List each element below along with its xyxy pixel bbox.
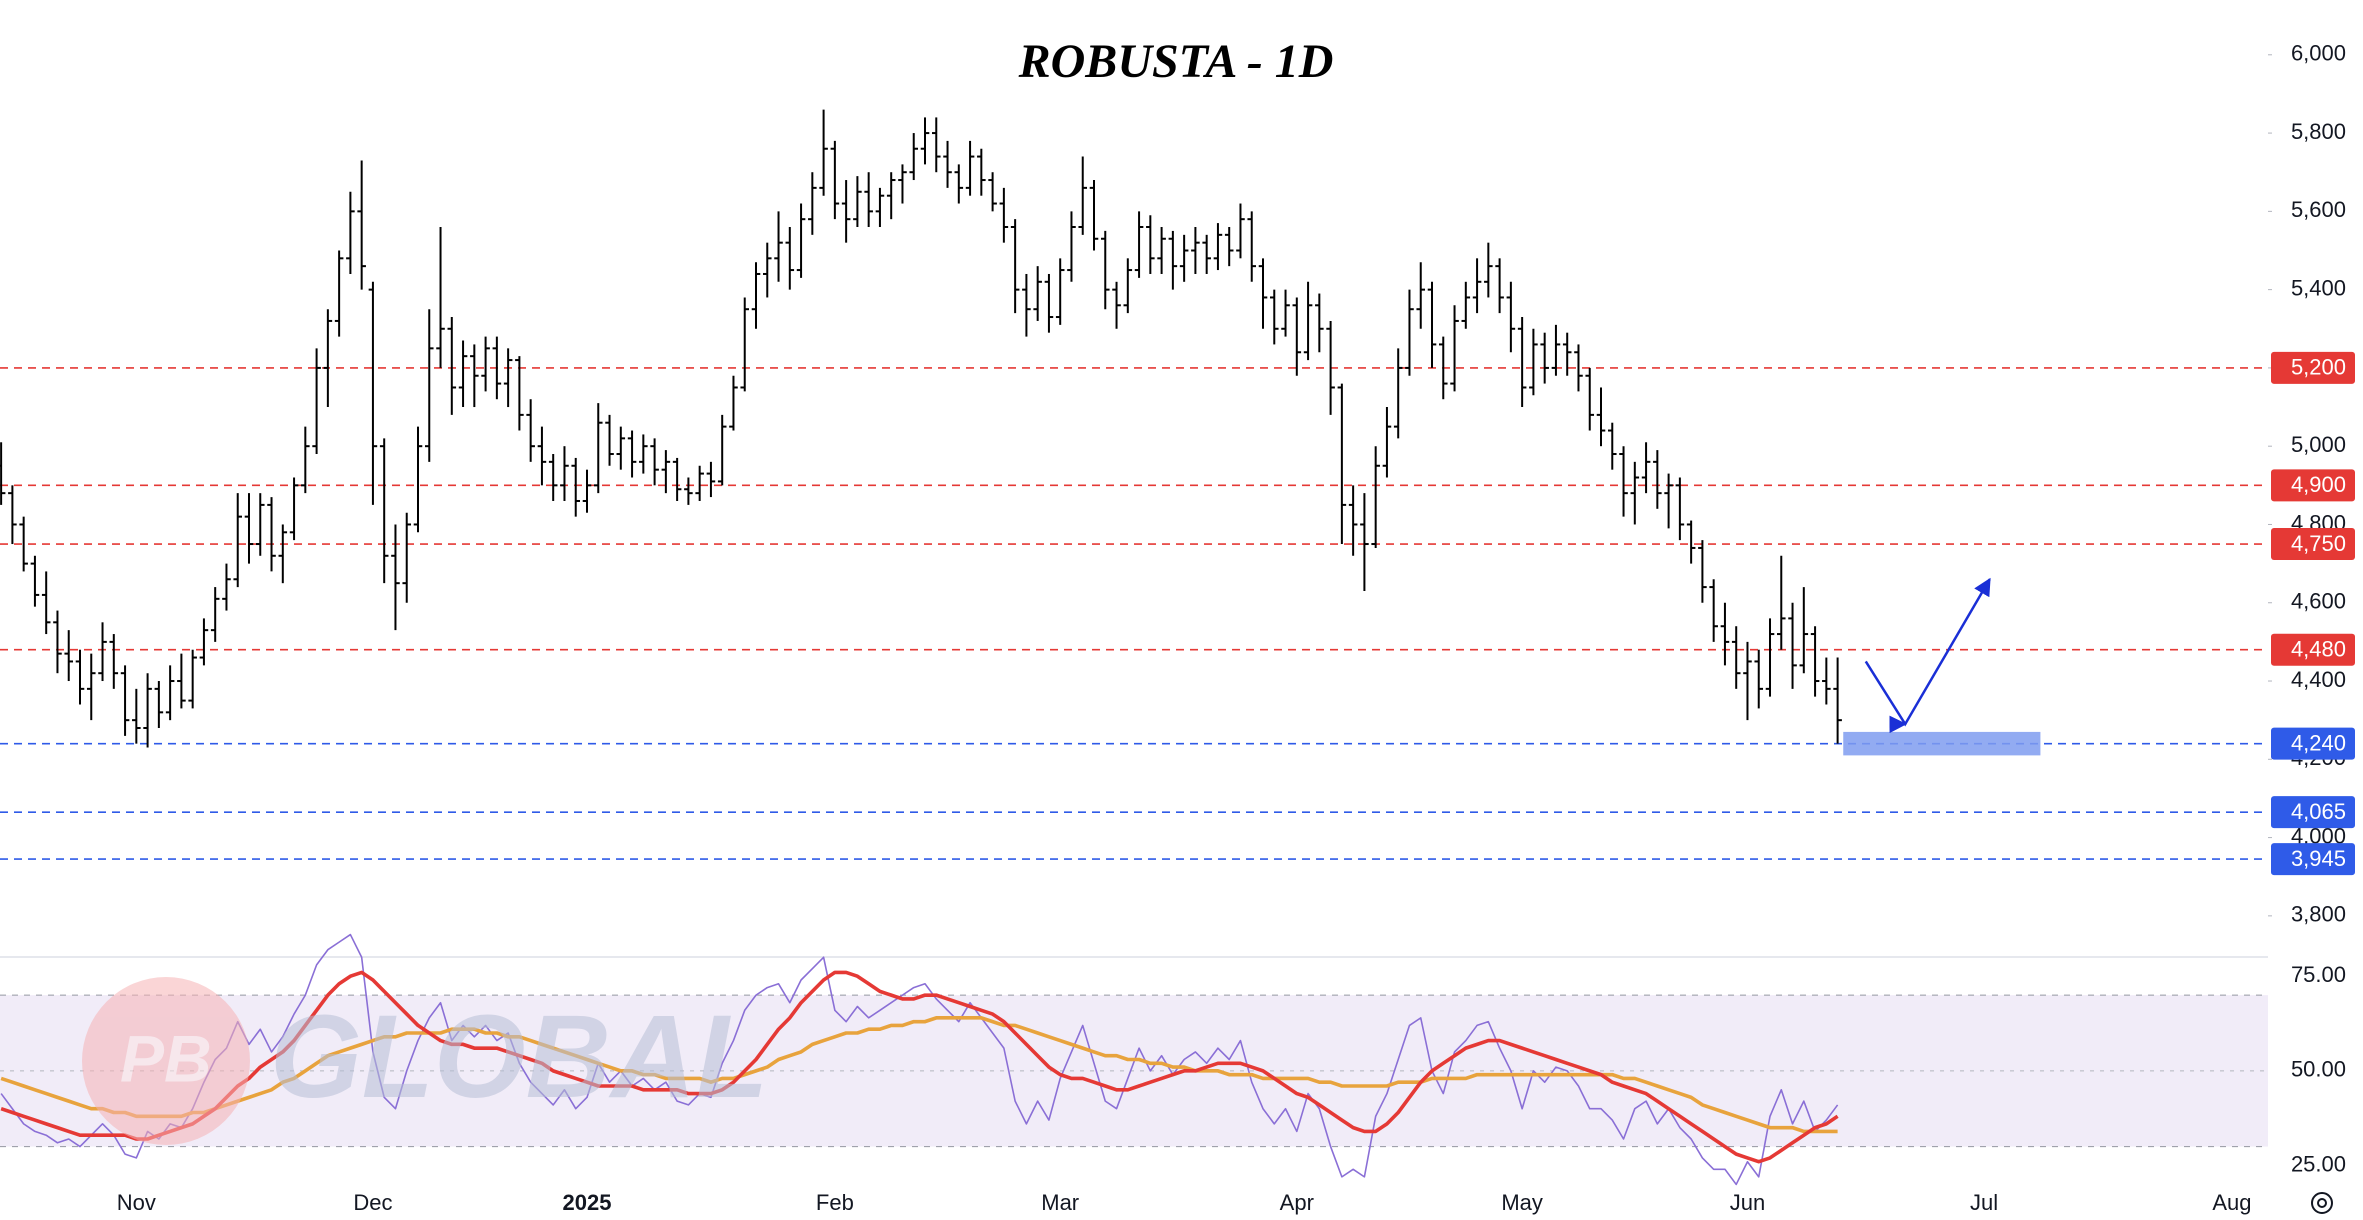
- level-label: 5,200: [2291, 355, 2346, 380]
- level-label-box: [2271, 727, 2355, 760]
- level-label-box: [2271, 528, 2355, 561]
- settings-icon[interactable]: [2311, 1192, 2333, 1214]
- y-tick-label: 50.00: [2291, 1057, 2346, 1082]
- y-tick-label: 5,400: [2291, 275, 2346, 300]
- logo-circle: [82, 977, 250, 1145]
- y-tick-label: 5,800: [2291, 119, 2346, 144]
- watermark-text: GLOBAL: [270, 991, 768, 1123]
- y-tick-label: 5,000: [2291, 432, 2346, 457]
- level-label: 4,480: [2291, 637, 2346, 662]
- y-tick-label: 75.00: [2291, 962, 2346, 987]
- level-label-box: [2271, 633, 2355, 666]
- rsi-line: [0, 970, 1839, 1164]
- x-tick-label: Jul: [1970, 1190, 1998, 1215]
- x-tick-label: 2025: [563, 1190, 612, 1215]
- level-label: 4,900: [2291, 472, 2346, 497]
- x-tick-label: Jun: [1730, 1190, 1765, 1215]
- x-tick-label: Dec: [353, 1190, 392, 1215]
- chart-title: ROBUSTA - 1D: [1018, 35, 1334, 88]
- x-tick-label: May: [1501, 1190, 1543, 1215]
- watermark: PB GLOBAL: [82, 977, 768, 1145]
- x-tick-label: Feb: [816, 1190, 854, 1215]
- level-label: 3,945: [2291, 846, 2346, 871]
- level-label-box: [2271, 351, 2355, 384]
- x-tick-label: Apr: [1280, 1190, 1314, 1215]
- rsi-line: [0, 1016, 1838, 1134]
- target-zone: [1843, 731, 2041, 756]
- x-tick-label: Aug: [2212, 1190, 2251, 1215]
- y-tick-label: 6,000: [2291, 41, 2346, 66]
- x-tick-label: Mar: [1041, 1190, 1079, 1215]
- y-tick-label: 4,600: [2291, 589, 2346, 614]
- level-label: 4,240: [2291, 730, 2346, 755]
- y-tick-label: 25.00: [2291, 1151, 2346, 1176]
- level-label-box: [2271, 843, 2355, 876]
- rsi-line: [0, 933, 1839, 1186]
- forecast-arrow: [1864, 577, 1991, 734]
- y-tick-label: 4,400: [2291, 667, 2346, 692]
- level-label-box: [2271, 796, 2355, 829]
- y-tick-label: 3,800: [2291, 902, 2346, 927]
- level-label: 4,750: [2291, 531, 2346, 556]
- x-tick-label: Nov: [117, 1190, 156, 1215]
- level-label-box: [2271, 469, 2355, 502]
- y-tick-label: 5,600: [2291, 197, 2346, 222]
- level-label: 4,065: [2291, 799, 2346, 824]
- logo-mark: PB: [120, 1021, 212, 1095]
